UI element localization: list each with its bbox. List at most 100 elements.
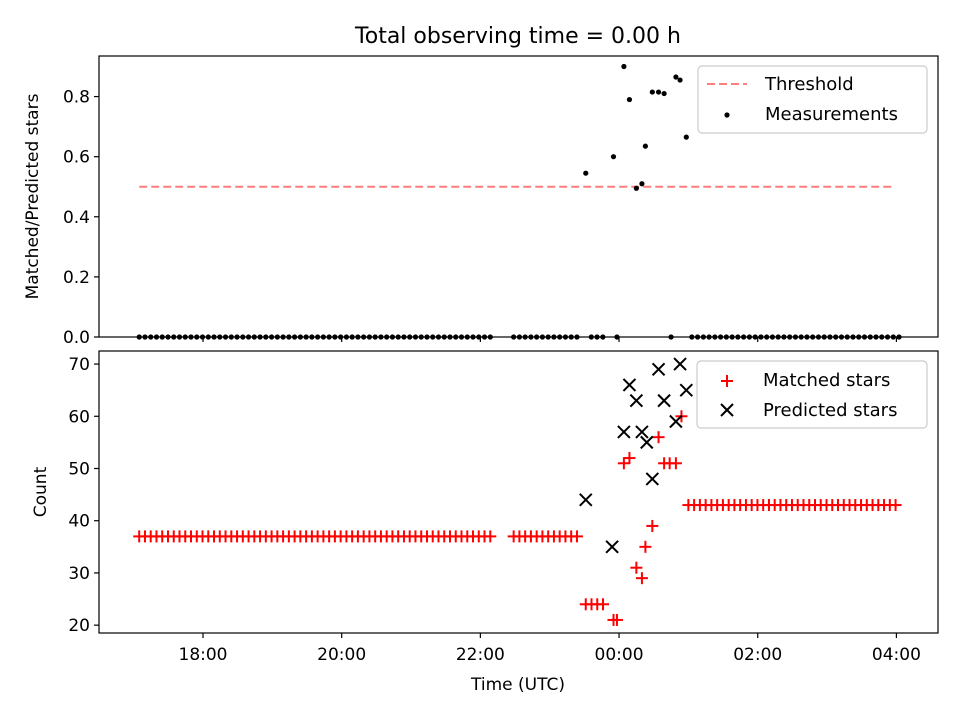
measurement-point [136,334,142,340]
legend-matched-label: Matched stars [763,370,890,391]
measurement-point [861,334,868,340]
measurement-point [418,334,424,340]
measurement-point [280,334,286,340]
bottom-axes-frame [98,350,939,634]
measurement-point [389,334,396,340]
cross-b [651,362,666,376]
measurement-point [890,334,896,340]
measurement-point [614,334,620,340]
matched-point [484,530,497,543]
legend-measurements-label: Measurements [765,104,898,125]
measurement-point [458,334,465,340]
predicted-point [669,414,683,429]
measurement-point [668,334,674,340]
measurement-point [534,334,540,340]
measurement-point [700,334,706,340]
measurement-point [309,334,315,340]
cross-b [657,393,671,408]
bottom-x-axis-label: Time (UTC) [470,675,565,695]
measurement-point [649,89,655,95]
measurement-point [315,334,321,340]
measurement-point [159,334,165,340]
measurement-point [522,334,528,340]
measurement-point [600,334,606,340]
measurement-point [234,334,240,340]
measurement-point [384,334,390,340]
measurement-point [470,334,476,340]
cross-b [635,425,649,439]
measurement-point [395,334,401,340]
measurement-point [188,334,194,340]
measurement-point [896,334,902,340]
measurement-point [349,334,355,340]
cross-b [629,393,644,408]
y-tick-label: 0.0 [63,328,90,348]
measurement-point [539,334,546,340]
measurement-point [407,334,413,340]
predicted-point [640,435,654,450]
measurement-point [511,334,517,340]
matched-point [889,499,902,512]
predicted-point [651,362,666,376]
cross-b [673,357,687,371]
measurement-point [153,334,160,340]
measurement-point [594,334,600,340]
matched-point [570,530,583,543]
measurement-point [712,334,718,340]
matched-point [669,457,682,470]
measurement-point [879,334,885,340]
measurement-point [176,334,183,340]
y-tick-label: 70 [68,355,90,375]
measurement-point [378,334,384,340]
y-tick-label: 40 [68,512,90,532]
top-panel: 0.00.20.40.60.8 Matched/Predicted stars … [23,55,939,348]
matched-point [597,598,610,611]
measurement-point [775,334,781,340]
matched-point [652,431,665,444]
cross-b [579,493,593,507]
measurement-point [833,334,839,340]
measurement-point [245,334,252,340]
matched-point [617,457,630,470]
measurement-point [758,334,764,340]
y-tick-label: 0.4 [63,208,90,228]
measurement-point [655,89,662,95]
predicted-point [657,393,671,408]
y-tick-label: 0.8 [63,88,90,108]
measurement-point [706,334,712,340]
x-tick-label: 00:00 [595,645,644,665]
measurement-point [583,170,589,176]
measurement-point [338,334,344,340]
measurement-point [453,334,459,340]
cross-b [617,425,631,439]
measurement-point [695,334,701,340]
measurement-point [568,334,574,340]
measurement-point [332,334,338,340]
measurement-point [545,334,551,340]
measurement-point [165,334,171,340]
y-tick-label: 20 [68,616,90,636]
predicted-point [605,540,619,554]
top-legend: Threshold Measurements [697,65,928,134]
measurement-point [588,334,594,340]
measurement-point [838,334,845,340]
measurement-point [633,185,639,191]
bottom-panel: 18:00 20:00 22:00 00:00 02:00 04:00 20 30 40 50 60… [31,350,939,695]
measurement-point [787,334,793,340]
cross-b [640,435,654,450]
y-tick-label: 30 [68,564,90,584]
y-tick-label: 0.6 [63,148,90,168]
measurement-point [217,334,223,340]
predicted-point [679,383,694,397]
measurement-point [764,334,770,340]
measurement-point [240,334,246,340]
measurement-point [320,334,326,340]
measurement-point [412,334,419,340]
measurement-point [464,334,470,340]
measurement-point [551,334,557,340]
measurement-point [182,334,188,340]
cross-b [679,383,694,397]
top-y-axis-label: Matched/Predicted stars [23,93,43,299]
measurement-point [257,334,263,340]
